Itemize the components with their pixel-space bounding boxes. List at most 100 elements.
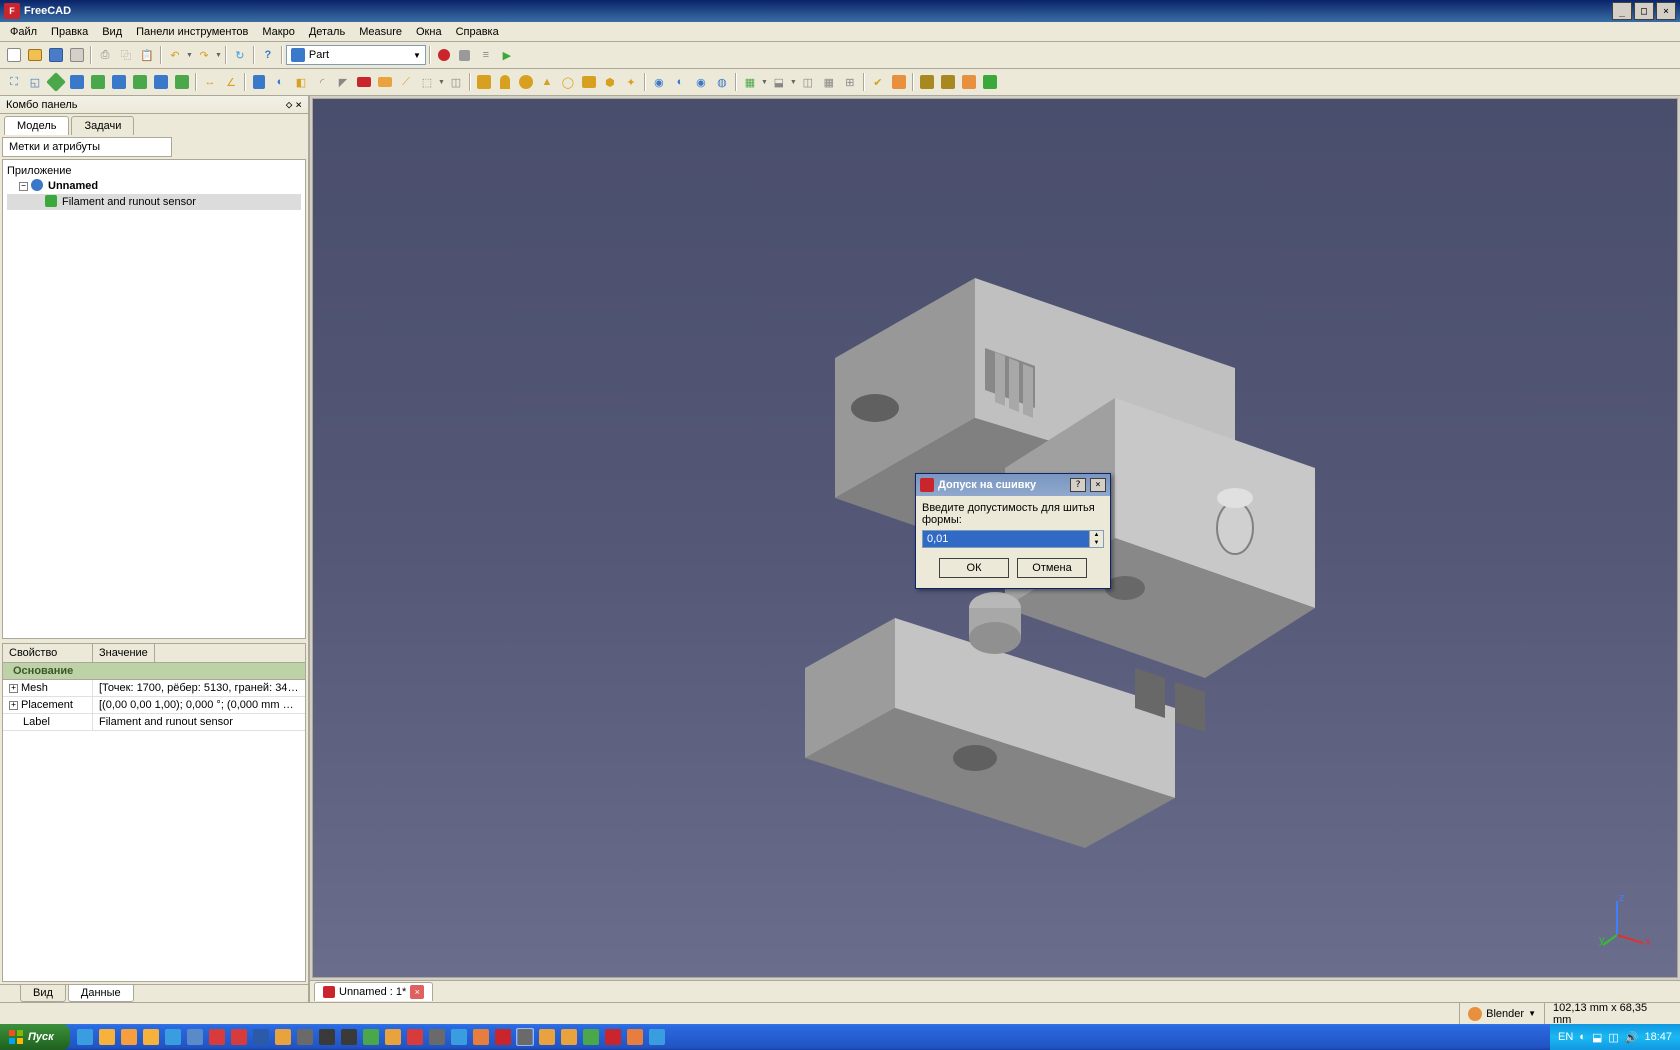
tool3-button[interactable] [917,72,937,92]
taskbar-app-icon[interactable] [252,1028,270,1046]
taskbar-app-icon[interactable] [648,1028,666,1046]
taskbar-app-icon[interactable] [428,1028,446,1046]
tool5-button[interactable] [959,72,979,92]
macro-play-button[interactable]: ▶ [497,45,517,65]
taskbar-app-icon[interactable] [230,1028,248,1046]
sphere-button[interactable] [516,72,536,92]
3d-viewport[interactable]: x y z Допуск на сшивку ? × Введите допус… [312,98,1678,978]
extrude-button[interactable] [249,72,269,92]
dialog-cancel-button[interactable]: Отмена [1017,558,1087,578]
print-button[interactable]: ⎙ [95,45,115,65]
clock[interactable]: 18:47 [1644,1031,1672,1043]
taskbar-app-icon[interactable] [186,1028,204,1046]
tray-icon[interactable]: ◫ [1608,1031,1618,1044]
spin-up-button[interactable]: ▲ [1089,531,1103,539]
taskbar-app-icon[interactable] [560,1028,578,1046]
fuse-button[interactable]: ◉ [691,72,711,92]
cut-button[interactable]: ◐ [670,72,690,92]
view-rear-button[interactable] [130,72,150,92]
minimize-button[interactable]: _ [1612,2,1632,20]
menu-measure[interactable]: Measure [353,24,408,40]
taskbar-app-icon[interactable] [472,1028,490,1046]
dialog-close-button[interactable]: × [1090,478,1106,492]
tab-model[interactable]: Модель [4,116,69,135]
copy-button[interactable]: ⿻ [116,45,136,65]
thickness-button[interactable]: ◫ [446,72,466,92]
cylinder-button[interactable] [495,72,515,92]
tree-root[interactable]: Приложение [7,164,301,178]
paste-button[interactable]: 📋 [137,45,157,65]
nav-style-selector[interactable]: Blender ▼ [1459,1003,1544,1024]
model-tree[interactable]: Приложение − Unnamed Filament and runout… [2,159,306,639]
view-front-button[interactable] [67,72,87,92]
menu-help[interactable]: Справка [450,24,505,40]
measure-angular-button[interactable]: ∠ [221,72,241,92]
taskbar-app-icon[interactable] [120,1028,138,1046]
tolerance-spinbox[interactable]: ▲ ▼ [922,530,1104,548]
menu-windows[interactable]: Окна [410,24,448,40]
dialog-help-button[interactable]: ? [1070,478,1086,492]
language-indicator[interactable]: EN [1558,1031,1573,1043]
cone-button[interactable]: ▲ [537,72,557,92]
offset-button[interactable]: ⬚ [417,72,437,92]
compound-button[interactable]: ▦ [740,72,760,92]
ruled-button[interactable] [354,72,374,92]
view-top-button[interactable] [88,72,108,92]
fillet-button[interactable]: ◜ [312,72,332,92]
cross-button[interactable]: ◫ [798,72,818,92]
taskbar-app-icon[interactable] [208,1028,226,1046]
taskbar-app-icon[interactable] [362,1028,380,1046]
workbench-selector[interactable]: Part ▼ [286,45,426,65]
view-right-button[interactable] [109,72,129,92]
whatsthis-button[interactable]: ? [258,45,278,65]
taskbar-app-icon[interactable] [318,1028,336,1046]
panel-float-button[interactable]: ◇ [286,98,293,111]
redo-button[interactable]: ↷ [194,45,214,65]
tool6-button[interactable] [980,72,1000,92]
macro-list-button[interactable]: ≡ [476,45,496,65]
start-button[interactable]: Пуск [0,1024,70,1050]
menu-toolbars[interactable]: Панели инструментов [130,24,254,40]
tolerance-input[interactable] [923,531,1089,547]
maximize-button[interactable]: □ [1634,2,1654,20]
boolean-button[interactable]: ◉ [649,72,669,92]
new-doc-button[interactable] [4,45,24,65]
taskbar-app-icon[interactable] [494,1028,512,1046]
sweep-button[interactable]: ⟋ [396,72,416,92]
taskbar-app-icon[interactable] [582,1028,600,1046]
measure-linear-button[interactable]: ↔ [200,72,220,92]
taskbar-app-icon[interactable] [604,1028,622,1046]
macro-stop-button[interactable] [455,45,475,65]
view-fit-sel-button[interactable]: ◱ [25,72,45,92]
view-left-button[interactable] [172,72,192,92]
menu-file[interactable]: Файл [4,24,43,40]
tab-data[interactable]: Данные [68,985,134,1002]
tree-item[interactable]: Filament and runout sensor [7,194,301,210]
spin-down-button[interactable]: ▼ [1089,539,1103,547]
view-fit-button[interactable]: ⛶ [4,72,24,92]
taskbar-app-icon[interactable] [626,1028,644,1046]
taskbar-app-icon[interactable] [340,1028,358,1046]
close-button[interactable]: × [1656,2,1676,20]
chamfer-button[interactable]: ◤ [333,72,353,92]
saveas-button[interactable] [67,45,87,65]
property-row[interactable]: +Mesh [Точек: 1700, рёбер: 5130, граней:… [3,680,305,697]
tray-icon[interactable]: ⬓ [1592,1031,1602,1044]
taskbar-app-icon[interactable] [538,1028,556,1046]
dialog-ok-button[interactable]: ОК [939,558,1009,578]
mirror-button[interactable]: ◧ [291,72,311,92]
refresh-button[interactable]: ↻ [230,45,250,65]
common-button[interactable]: ◍ [712,72,732,92]
open-button[interactable] [25,45,45,65]
prism-button[interactable] [579,72,599,92]
undo-button[interactable]: ↶ [165,45,185,65]
tab-view[interactable]: Вид [20,985,66,1002]
taskbar-app-icon[interactable] [296,1028,314,1046]
primitives-button[interactable]: ⬢ [600,72,620,92]
macro-record-button[interactable] [434,45,454,65]
taskbar-app-icon[interactable] [98,1028,116,1046]
taskbar-app-icon[interactable] [274,1028,292,1046]
menu-view[interactable]: Вид [96,24,128,40]
taskbar-app-icon[interactable] [164,1028,182,1046]
tree-doc[interactable]: − Unnamed [7,178,301,194]
